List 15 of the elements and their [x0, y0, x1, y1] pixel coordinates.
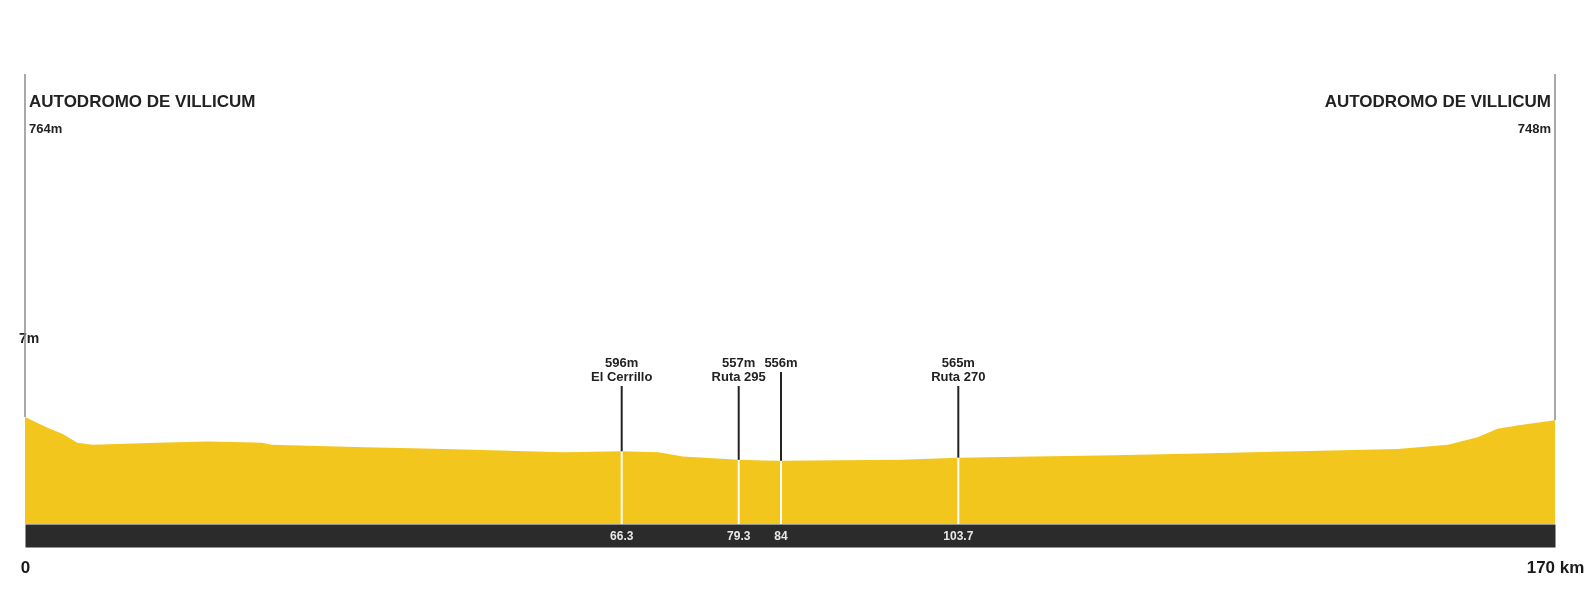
- annotation: 565m Ruta 270: [931, 355, 986, 384]
- text: 7m: [19, 330, 40, 346]
- ref-line-label: 79.3: [727, 528, 751, 543]
- annotation: AUTODROMO DE VILLICUM: [29, 92, 256, 111]
- text: 764m: [29, 121, 63, 136]
- x-tick-label: 170 km: [1526, 558, 1585, 577]
- annotation: AUTODROMO DE VILLICUM: [1324, 92, 1551, 111]
- annotation: 596m El Cerrillo: [590, 355, 653, 384]
- text: 748m: [1517, 121, 1551, 136]
- ref-line-label: 66.3: [610, 528, 634, 543]
- annotation: 556m: [764, 355, 798, 370]
- ref-line-label: 103.7: [943, 528, 974, 543]
- annotation: 557m Ruta 295: [711, 355, 766, 384]
- x-tick-label: 0: [20, 558, 31, 577]
- ref-line-label: 84: [774, 528, 788, 543]
